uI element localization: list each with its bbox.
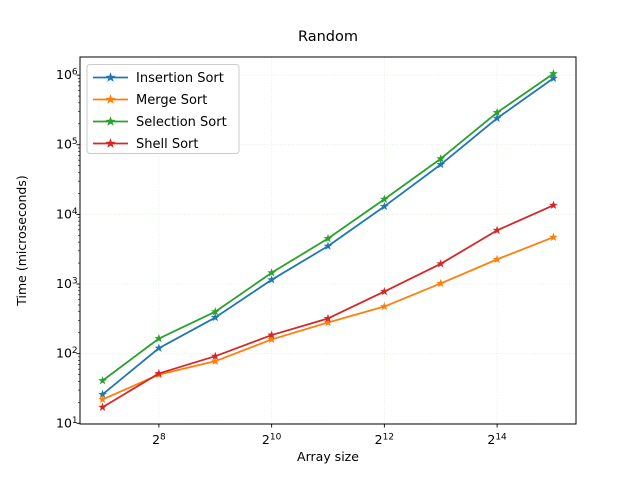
data-point-marker (436, 259, 446, 268)
data-point-marker (436, 159, 446, 169)
x-axis-label: Array size (297, 449, 359, 464)
data-point-marker (492, 225, 502, 235)
data-point-marker (549, 73, 558, 83)
data-point-marker (379, 301, 389, 311)
data-point-marker (267, 330, 277, 339)
data-point-marker (492, 107, 502, 117)
y-tick-label: 101 (56, 415, 78, 430)
data-point-marker (323, 317, 333, 327)
data-point-marker (323, 233, 333, 243)
data-point-marker (210, 351, 220, 360)
legend-marker (105, 116, 116, 126)
chart-title: Random (298, 29, 358, 45)
y-tick-label: 102 (56, 346, 78, 361)
series-selection-sort (98, 69, 558, 385)
y-tick-label: 105 (56, 137, 78, 152)
data-point-marker (154, 333, 164, 343)
legend-marker (105, 94, 116, 104)
legend-item-selection-sort: Selection Sort (93, 115, 227, 130)
legend-label: Shell Sort (136, 137, 199, 152)
data-point-marker (98, 376, 107, 385)
data-point-marker (549, 232, 558, 241)
data-point-marker (154, 343, 164, 352)
y-tick-label: 103 (56, 276, 78, 291)
x-tick-label: 28 (152, 432, 166, 447)
legend-label: Selection Sort (136, 115, 227, 130)
data-point-marker (379, 286, 389, 296)
data-point-marker (267, 275, 277, 284)
series-merge-sort (98, 232, 558, 404)
data-point-marker (267, 268, 277, 277)
data-point-marker (436, 154, 446, 163)
series-shell-sort (98, 200, 558, 411)
data-point-marker (98, 394, 107, 404)
series-layer (98, 69, 558, 411)
data-point-marker (549, 69, 558, 78)
data-point-marker (267, 334, 277, 344)
legend-label: Insertion Sort (136, 71, 224, 86)
data-point-marker (492, 113, 502, 122)
series-insertion-sort (98, 73, 558, 399)
data-point-marker (436, 278, 446, 288)
data-point-marker (379, 194, 389, 203)
chart-layers: 28 210 212 214 101 102 103 104 105 106 Insertion S… (56, 56, 577, 447)
data-point-marker (210, 307, 220, 316)
axes-spines (79, 56, 577, 425)
data-point-marker (492, 254, 502, 264)
y-tick-label: 104 (56, 206, 78, 221)
grid (80, 57, 576, 424)
legend: Insertion Sort Merge Sort Selection Sort Sh… (86, 64, 240, 154)
data-point-marker (154, 368, 164, 378)
legend-item-insertion-sort: Insertion Sort (93, 71, 224, 86)
legend-label: Merge Sort (136, 93, 207, 108)
x-tick-label: 210 (262, 432, 282, 447)
data-point-marker (323, 241, 333, 250)
data-point-marker (98, 402, 107, 411)
data-point-marker (210, 312, 220, 322)
legend-item-merge-sort: Merge Sort (93, 93, 207, 108)
legend-box (86, 64, 240, 154)
data-point-marker (549, 200, 558, 210)
y-axis-label: Time (microseconds) (14, 175, 29, 306)
legend-marker (105, 138, 116, 148)
x-tick-label: 212 (375, 432, 394, 447)
y-tick-label: 106 (56, 67, 78, 82)
legend-marker (105, 72, 116, 82)
data-point-marker (98, 389, 107, 399)
data-point-marker (210, 356, 220, 365)
legend-item-shell-sort: Shell Sort (93, 137, 199, 152)
x-tick-label: 214 (487, 432, 507, 447)
data-point-marker (323, 313, 333, 323)
data-point-marker (379, 201, 389, 211)
